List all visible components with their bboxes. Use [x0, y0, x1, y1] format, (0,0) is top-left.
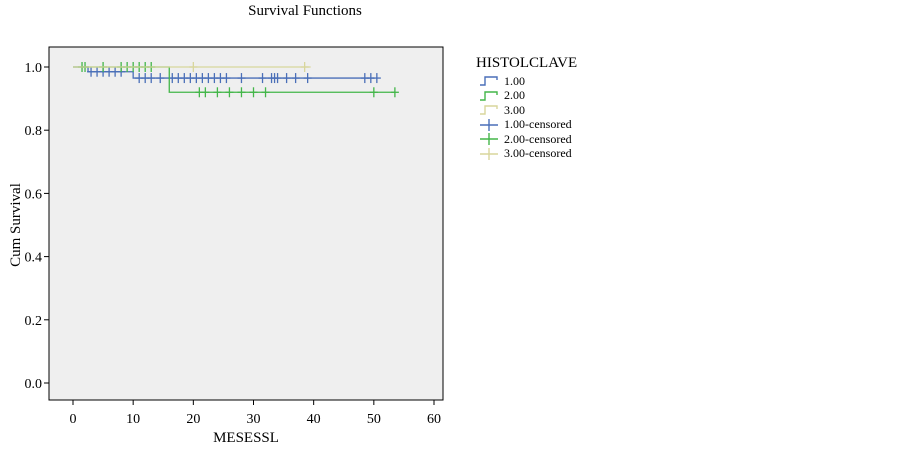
censored-marker	[147, 73, 156, 84]
legend: HISTOLCLAVE 1.00 2.00 3.00 1.00-censored 2.0…	[476, 55, 577, 161]
censored-marker	[390, 87, 399, 98]
censored-marker	[156, 73, 165, 84]
x-tick-label: 0	[70, 412, 77, 427]
censored-marker	[300, 62, 309, 72]
censored-marker	[369, 87, 378, 98]
legend-item: 3.00-censored	[476, 146, 577, 162]
censored-plus-icon	[476, 132, 502, 146]
legend-item: 3.00	[476, 103, 577, 118]
legend-label: 3.00	[504, 102, 525, 117]
x-tick-label: 20	[186, 412, 200, 427]
step-line-icon	[476, 103, 502, 117]
censored-marker	[225, 87, 234, 98]
legend-label: 3.00-censored	[504, 146, 572, 161]
legend-item: 2.00-censored	[476, 132, 577, 147]
y-axis-label: Cum Survival	[8, 183, 24, 267]
y-tick-label: 0.2	[25, 314, 43, 329]
censored-marker	[222, 73, 231, 84]
step-line-icon	[476, 74, 502, 88]
y-tick-label: 0.8	[25, 124, 43, 139]
plot-area	[48, 46, 444, 401]
censored-marker	[213, 87, 222, 98]
chart-title: Survival Functions	[248, 3, 362, 19]
x-tick-label: 60	[427, 412, 441, 427]
censored-marker	[237, 73, 246, 84]
legend-item: 1.00	[476, 74, 577, 89]
censored-marker	[249, 87, 258, 98]
legend-item: 2.00	[476, 88, 577, 104]
censored-marker	[237, 87, 246, 98]
censored-marker	[282, 73, 291, 84]
x-tick-label: 50	[367, 412, 381, 427]
legend-item: 1.00-censored	[476, 117, 577, 133]
y-tick-label: 0.4	[25, 251, 43, 266]
x-tick-label: 40	[307, 412, 321, 427]
legend-label: 2.00	[504, 88, 525, 103]
legend-title: HISTOLCLAVE	[476, 55, 578, 71]
step-line-icon	[476, 89, 502, 103]
censored-marker	[273, 73, 282, 84]
censored-marker	[258, 73, 267, 84]
censored-marker	[201, 87, 210, 98]
censored-plus-icon	[476, 147, 502, 161]
legend-label: 1.00-censored	[504, 117, 572, 132]
legend-label: 1.00	[504, 73, 525, 88]
censored-marker	[189, 62, 198, 72]
censored-marker	[303, 73, 312, 84]
censored-marker	[372, 73, 381, 84]
y-tick-label: 0.0	[25, 377, 43, 392]
x-tick-label: 30	[247, 412, 261, 427]
censored-plus-icon	[476, 118, 502, 132]
censored-marker	[291, 73, 300, 84]
y-tick-label: 0.6	[25, 187, 43, 202]
censored-marker	[261, 87, 270, 98]
x-axis-label: MESESSL	[213, 430, 279, 446]
x-tick-label: 10	[126, 412, 140, 427]
legend-label: 2.00-censored	[504, 131, 572, 146]
y-tick-label: 1.0	[25, 61, 43, 76]
